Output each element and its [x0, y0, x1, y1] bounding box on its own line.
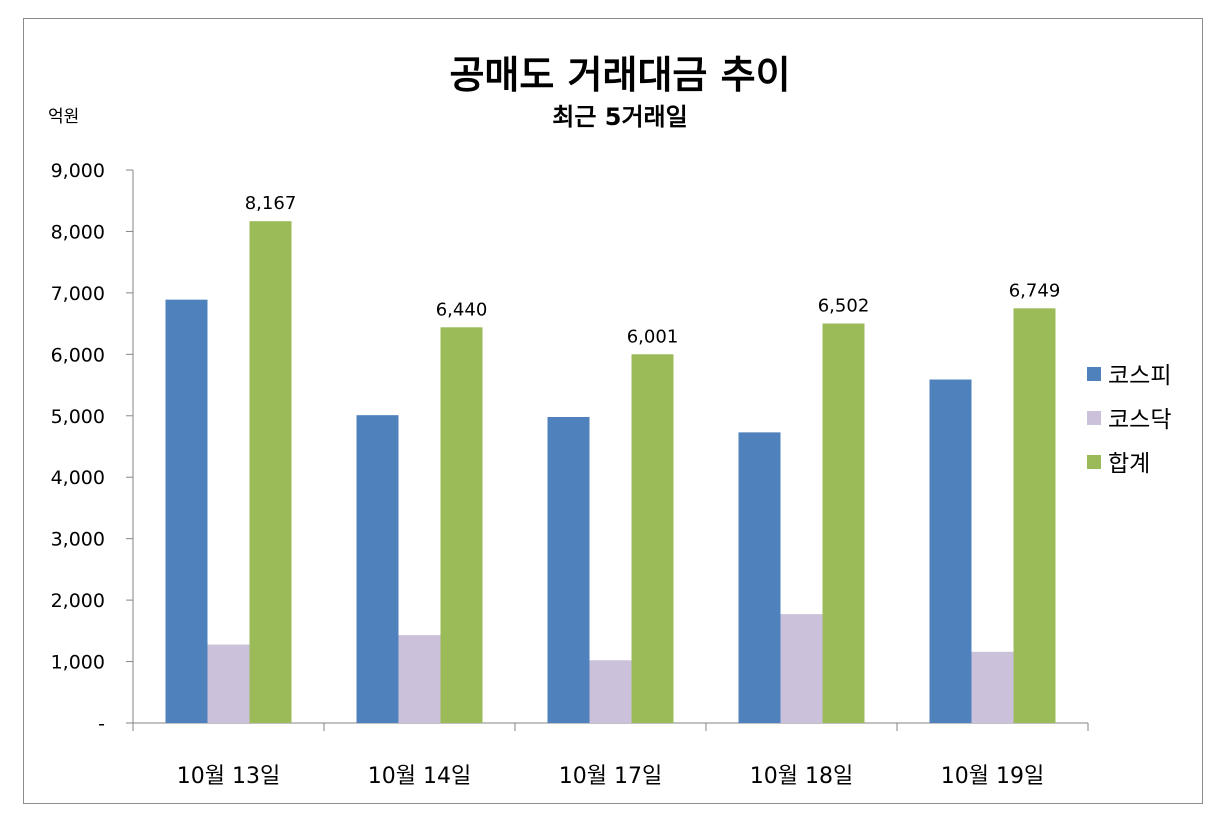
plot-area: - 1,000 2,000 3,000 4,000 5,000 6,000 7,000 8,00… [51, 160, 1089, 789]
bar-합계-1 [249, 221, 292, 723]
bar-합계-5 [1013, 308, 1056, 723]
bar-코스피-4 [738, 432, 781, 723]
bar-코스피-2 [356, 415, 399, 723]
bar-코스닥-3 [589, 660, 632, 723]
y-tick-label: 1,000 [51, 652, 105, 674]
bar-코스닥-4 [780, 614, 823, 723]
x-tick-label: 10월 13일 [177, 764, 280, 789]
y-tick-label: 9,000 [51, 160, 105, 182]
data-label: 8,167 [245, 193, 297, 214]
x-tick-label: 10월 18일 [750, 764, 853, 789]
bar-합계-4 [822, 323, 865, 723]
data-label: 6,440 [436, 299, 488, 320]
legend-swatch [1087, 455, 1101, 469]
bar-합계-2 [440, 327, 483, 723]
y-tick-label: 5,000 [51, 406, 105, 428]
y-tick-label: 3,000 [51, 529, 105, 551]
x-tick-label: 10월 19일 [941, 764, 1044, 789]
y-tick-label: 6,000 [51, 344, 105, 366]
legend-swatch [1087, 367, 1101, 381]
legend-label: 합계 [1108, 451, 1150, 477]
bar-합계-3 [631, 354, 674, 723]
chart-title: 공매도 거래대금 추이 [449, 53, 790, 97]
legend-label: 코스닥 [1108, 407, 1171, 433]
bar-코스피-3 [547, 417, 590, 723]
bar-코스닥-2 [398, 635, 441, 723]
data-label: 6,001 [627, 326, 679, 347]
x-tick-label: 10월 17일 [559, 764, 662, 789]
data-label: 6,502 [818, 295, 870, 316]
y-tick-label: 7,000 [51, 283, 105, 305]
data-label: 6,749 [1009, 280, 1061, 301]
y-axis-unit: 억원 [48, 107, 79, 127]
y-tick-label: 4,000 [51, 467, 105, 489]
bar-코스닥-5 [971, 651, 1014, 723]
bar-코스닥-1 [207, 644, 250, 723]
bar-코스피-5 [929, 379, 972, 723]
x-tick-label: 10월 14일 [368, 764, 471, 789]
y-tick-label: 8,000 [51, 221, 105, 243]
chart-subtitle: 최근 5거래일 [552, 103, 687, 131]
bar-코스피-1 [165, 299, 208, 723]
y-tick-label: 2,000 [51, 590, 105, 612]
legend-label: 코스피 [1108, 363, 1171, 389]
legend-swatch [1087, 411, 1101, 425]
y-tick-label: - [98, 713, 105, 735]
